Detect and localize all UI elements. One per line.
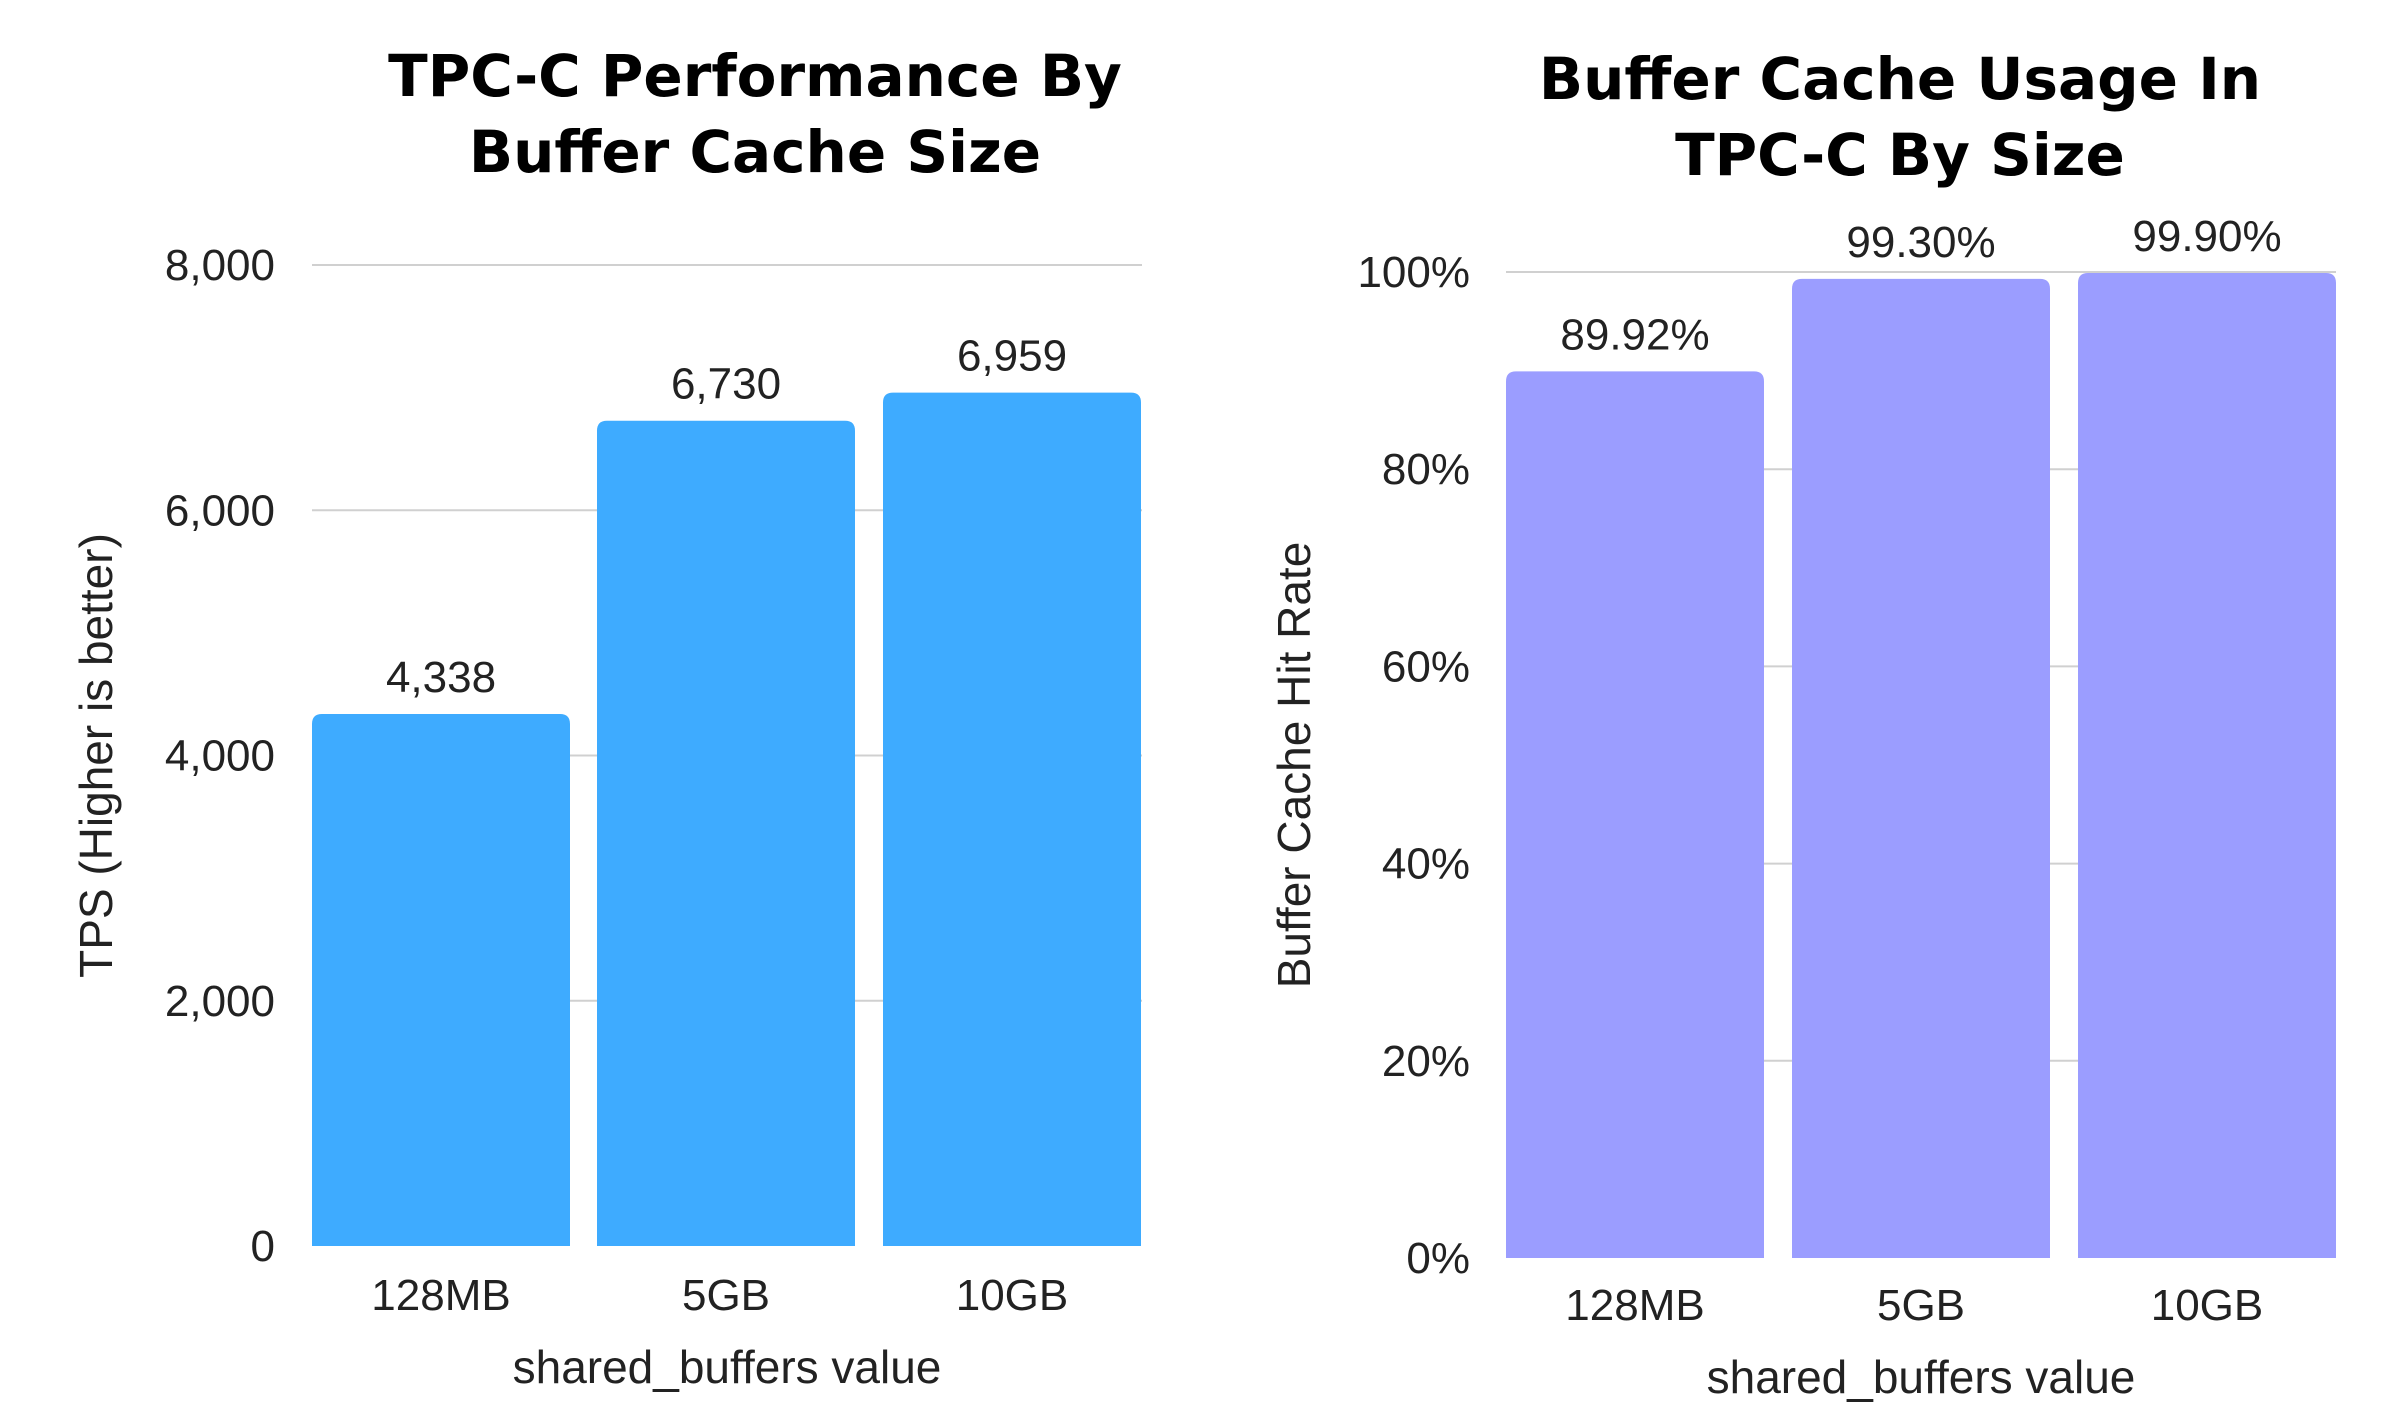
chart-title-line: Buffer Cache Size xyxy=(469,118,1041,186)
y-axis-title: Buffer Cache Hit Rate xyxy=(1268,542,1320,989)
bar xyxy=(2078,272,2336,1259)
data-label: 99.90% xyxy=(2132,212,2281,261)
x-tick-label: 10GB xyxy=(2151,1281,2264,1330)
x-axis-title: shared_buffers value xyxy=(1707,1351,2136,1403)
chart-title-line: Buffer Cache Usage In xyxy=(1539,45,2261,113)
y-tick-label: 8,000 xyxy=(165,241,275,290)
y-tick-label: 40% xyxy=(1382,840,1470,889)
y-tick-label: 0 xyxy=(251,1222,275,1271)
bar xyxy=(312,714,570,1246)
y-tick-label: 2,000 xyxy=(165,977,275,1026)
y-tick-label: 6,000 xyxy=(165,486,275,535)
bar xyxy=(597,420,855,1246)
bar xyxy=(883,392,1141,1247)
x-tick-label: 5GB xyxy=(682,1271,770,1320)
data-label: 6,959 xyxy=(957,332,1067,381)
data-label: 99.30% xyxy=(1846,218,1995,267)
chart-title-line: TPC-C By Size xyxy=(1675,121,2125,189)
chart-title-line: TPC-C Performance By xyxy=(388,42,1122,110)
chart-tpc-c-performance: TPC-C Performance By Buffer Cache Size 0 2,… xyxy=(70,42,1142,1393)
x-tick-label: 5GB xyxy=(1877,1281,1965,1330)
bar xyxy=(1506,371,1764,1258)
y-tick-label: 60% xyxy=(1382,642,1470,691)
chart-buffer-cache-usage: Buffer Cache Usage In TPC-C By Size 0% 20% 4… xyxy=(1268,45,2336,1403)
y-tick-label: 4,000 xyxy=(165,732,275,781)
bar xyxy=(1792,278,2050,1259)
y-tick-label: 80% xyxy=(1382,445,1470,494)
y-tick-label: 20% xyxy=(1382,1037,1470,1086)
data-label: 4,338 xyxy=(386,653,496,702)
data-label: 6,730 xyxy=(671,360,781,409)
x-tick-label: 128MB xyxy=(371,1271,510,1320)
data-label: 89.92% xyxy=(1560,310,1709,359)
y-tick-label: 0% xyxy=(1406,1234,1470,1283)
y-axis-title: TPS (Higher is better) xyxy=(70,533,122,978)
y-tick-label: 100% xyxy=(1357,248,1470,297)
x-tick-label: 10GB xyxy=(956,1271,1069,1320)
x-tick-label: 128MB xyxy=(1565,1281,1704,1330)
x-axis-title: shared_buffers value xyxy=(513,1341,942,1393)
